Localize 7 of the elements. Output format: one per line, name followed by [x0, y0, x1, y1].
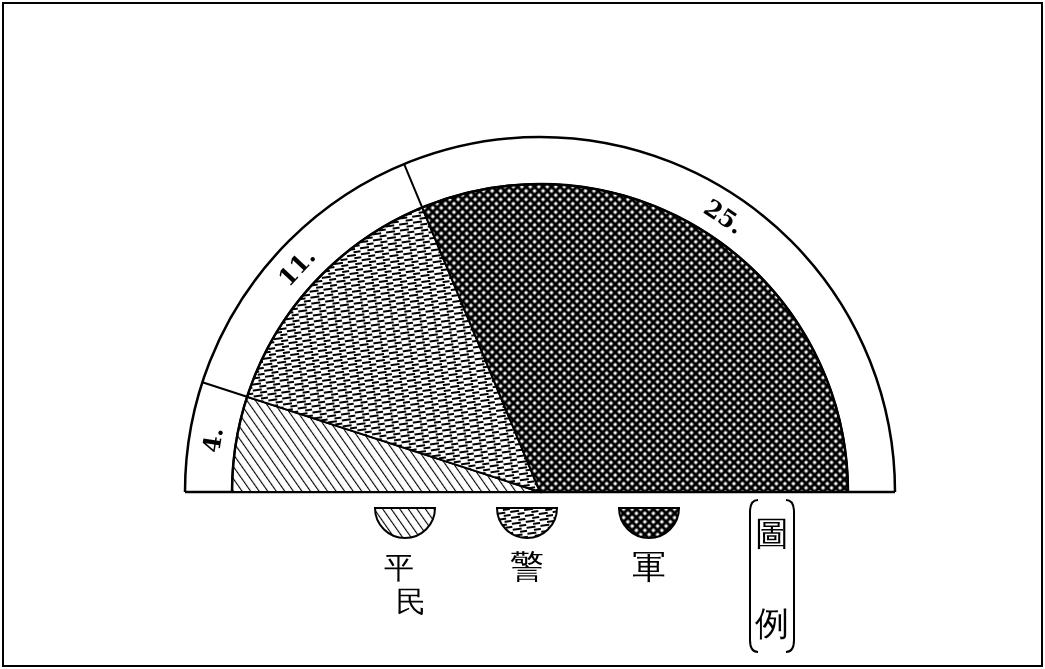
data-label: 25.	[698, 192, 750, 241]
legend-label: 警	[510, 546, 544, 586]
data-label: 11.	[271, 241, 322, 293]
legend-label: 軍	[632, 546, 666, 586]
text: 圖例	[755, 513, 789, 643]
data-label: 4.	[196, 425, 229, 455]
legend-label: 平民	[384, 550, 426, 619]
